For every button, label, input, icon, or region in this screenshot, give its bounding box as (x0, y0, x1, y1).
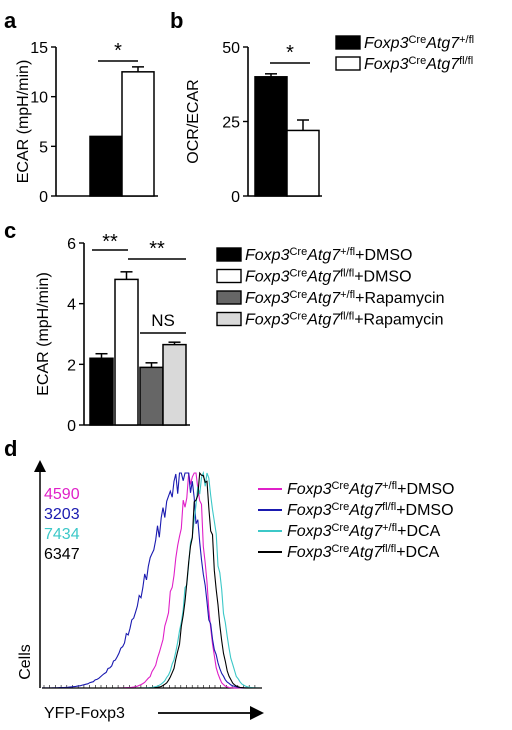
mfi-label-4: 6347 (44, 546, 80, 563)
bar-c-2 (114, 278, 139, 426)
legend-label-c-3: Foxp3CreAtg7+/fl+Rapamycin (245, 289, 444, 307)
legend-swatch-ab-2 (335, 56, 361, 71)
significance-label-b: * (286, 42, 294, 64)
legend-label-c-1: Foxp3CreAtg7+/fl+DMSO (245, 246, 412, 264)
legend-label-d-3: Foxp3CreAtg7+/fl+DCA (287, 522, 441, 540)
legend-label-d-4: Foxp3CreAtg7fl/fl+DCA (287, 543, 440, 561)
bar-a-2 (121, 71, 155, 197)
y-tick-label-b: 50 (222, 40, 240, 57)
legend-swatch-c-4 (216, 311, 242, 327)
y-axis-arrow-d (34, 460, 46, 472)
panel-letter-c: c (4, 218, 16, 243)
y-tick-label-b: 25 (222, 115, 240, 132)
y-tick-label-a: 5 (39, 139, 48, 156)
legend-swatch-c-1 (216, 247, 242, 262)
y-axis-label-b: OCR/ECAR (185, 79, 202, 163)
bar-b-1 (254, 76, 288, 197)
legend-label-c-2: Foxp3CreAtg7fl/fl+DMSO (245, 268, 412, 286)
panel-letter-b: b (170, 8, 183, 33)
panel-letter-a: a (4, 8, 17, 33)
y-tick-label-c: 4 (67, 297, 76, 314)
y-axis-label-c: ECAR (mpH/min) (35, 272, 52, 396)
bar-a-1 (89, 135, 123, 197)
legend-swatch-c-2 (216, 268, 242, 284)
y-tick-label-a: 10 (30, 90, 48, 107)
significance-label-c: ** (149, 238, 165, 260)
y-tick-label-a: 15 (30, 40, 48, 57)
x-axis-label-d: YFP-Foxp3 (44, 705, 125, 722)
significance-label-a: * (114, 40, 122, 62)
legend-swatch-ab-1 (335, 35, 361, 50)
bar-c-1 (89, 357, 114, 426)
legend-swatch-c-3 (216, 290, 242, 305)
panel-letter-d: d (4, 436, 17, 461)
y-axis-label-d: Cells (17, 644, 34, 680)
y-axis-label-a: ECAR (mpH/min) (15, 60, 32, 184)
significance-label-c: ** (102, 231, 118, 253)
histogram-line-2 (42, 472, 262, 689)
bar-c-4 (162, 343, 187, 426)
legend-label-ab-1: Foxp3CreAtg7+/fl (364, 34, 474, 52)
legend-label-ab-2: Foxp3CreAtg7fl/fl (364, 55, 473, 73)
x-axis-arrow-d (250, 706, 264, 720)
mfi-label-2: 3203 (44, 506, 80, 523)
legend-label-d-1: Foxp3CreAtg7+/fl+DMSO (287, 480, 454, 498)
y-tick-label-c: 6 (67, 236, 76, 253)
mfi-label-3: 7434 (44, 526, 80, 543)
y-tick-label-a: 0 (39, 189, 48, 206)
y-tick-label-b: 0 (231, 189, 240, 206)
y-tick-label-c: 2 (67, 357, 76, 374)
mfi-label-1: 4590 (44, 486, 80, 503)
significance-label-c: NS (151, 311, 175, 330)
histogram-line-4 (42, 471, 262, 689)
legend-label-d-2: Foxp3CreAtg7fl/fl+DMSO (287, 501, 454, 519)
y-tick-label-c: 0 (67, 418, 76, 435)
legend-label-c-4: Foxp3CreAtg7fl/fl+Rapamycin (245, 311, 444, 329)
bar-b-2 (286, 129, 320, 197)
bar-c-3 (139, 366, 164, 426)
